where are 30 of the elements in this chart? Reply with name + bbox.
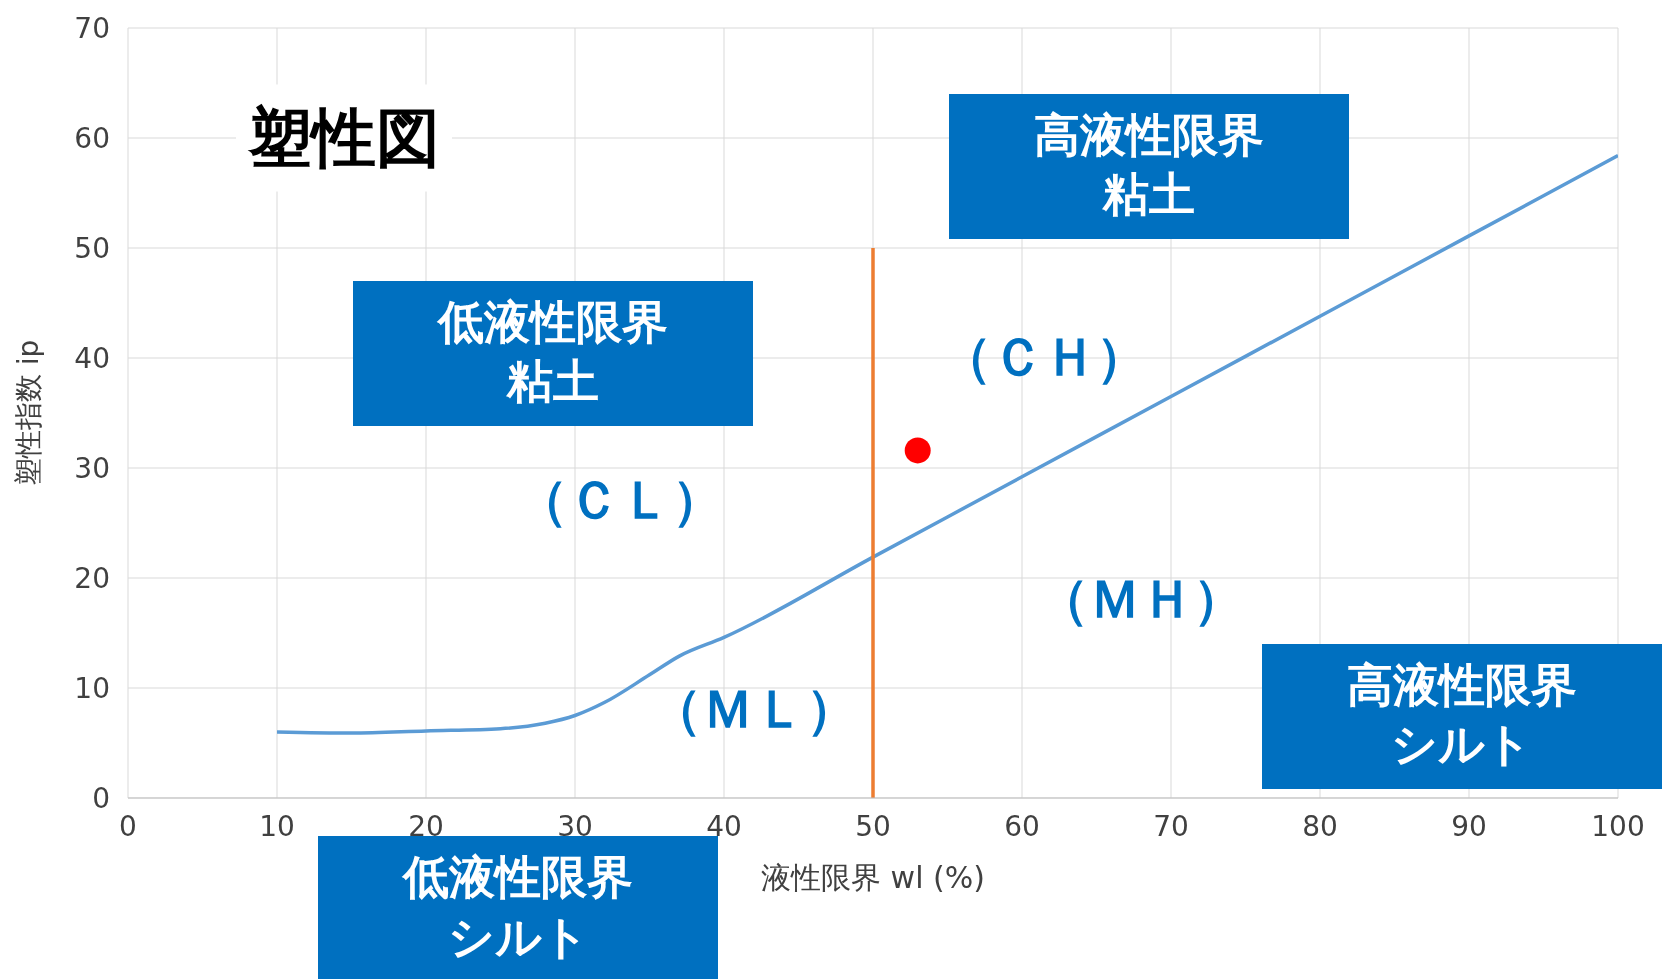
y-tick-label: 20 [74, 561, 110, 595]
x-tick-label: 10 [259, 809, 295, 843]
annotation: （ＣＬ） [515, 469, 724, 532]
annotation: 高液性限界粘土 [1032, 106, 1265, 224]
x-tick-label: 80 [1302, 809, 1338, 843]
y-axis-title: 塑性指数 ip [11, 339, 45, 487]
annotation: （ＭＬ） [649, 678, 858, 741]
x-tick-label: 0 [119, 809, 137, 843]
text: 低液性限界シルト [401, 849, 634, 966]
y-tick-label: 60 [74, 121, 110, 155]
y-tick-label: 10 [74, 671, 110, 705]
x-axis-title: 液性限界 wl (%) [761, 858, 985, 897]
x-tick-label: 70 [1153, 809, 1189, 843]
x-tick-label: 30 [557, 809, 593, 843]
annotation: （ＭＨ） [1037, 568, 1246, 631]
x-tick-label: 20 [408, 809, 444, 843]
x-tick-label: 100 [1591, 809, 1645, 843]
x-tick-label: 40 [706, 809, 742, 843]
y-tick-label: 70 [74, 11, 110, 45]
y-tick-label: 30 [74, 451, 110, 485]
text: 塑性図 [236, 84, 453, 192]
y-tick-label: 40 [74, 341, 110, 375]
annotation: （ＣＨ） [940, 326, 1149, 389]
x-tick-label: 50 [855, 809, 891, 843]
x-tick-label: 60 [1004, 809, 1040, 843]
x-tick-label: 90 [1451, 809, 1487, 843]
y-tick-label: 0 [92, 781, 110, 815]
y-tick-label: 50 [74, 231, 110, 265]
annotation: 高液性限界シルト [1345, 656, 1578, 774]
annotation: 低液性限界粘土 [436, 293, 669, 411]
